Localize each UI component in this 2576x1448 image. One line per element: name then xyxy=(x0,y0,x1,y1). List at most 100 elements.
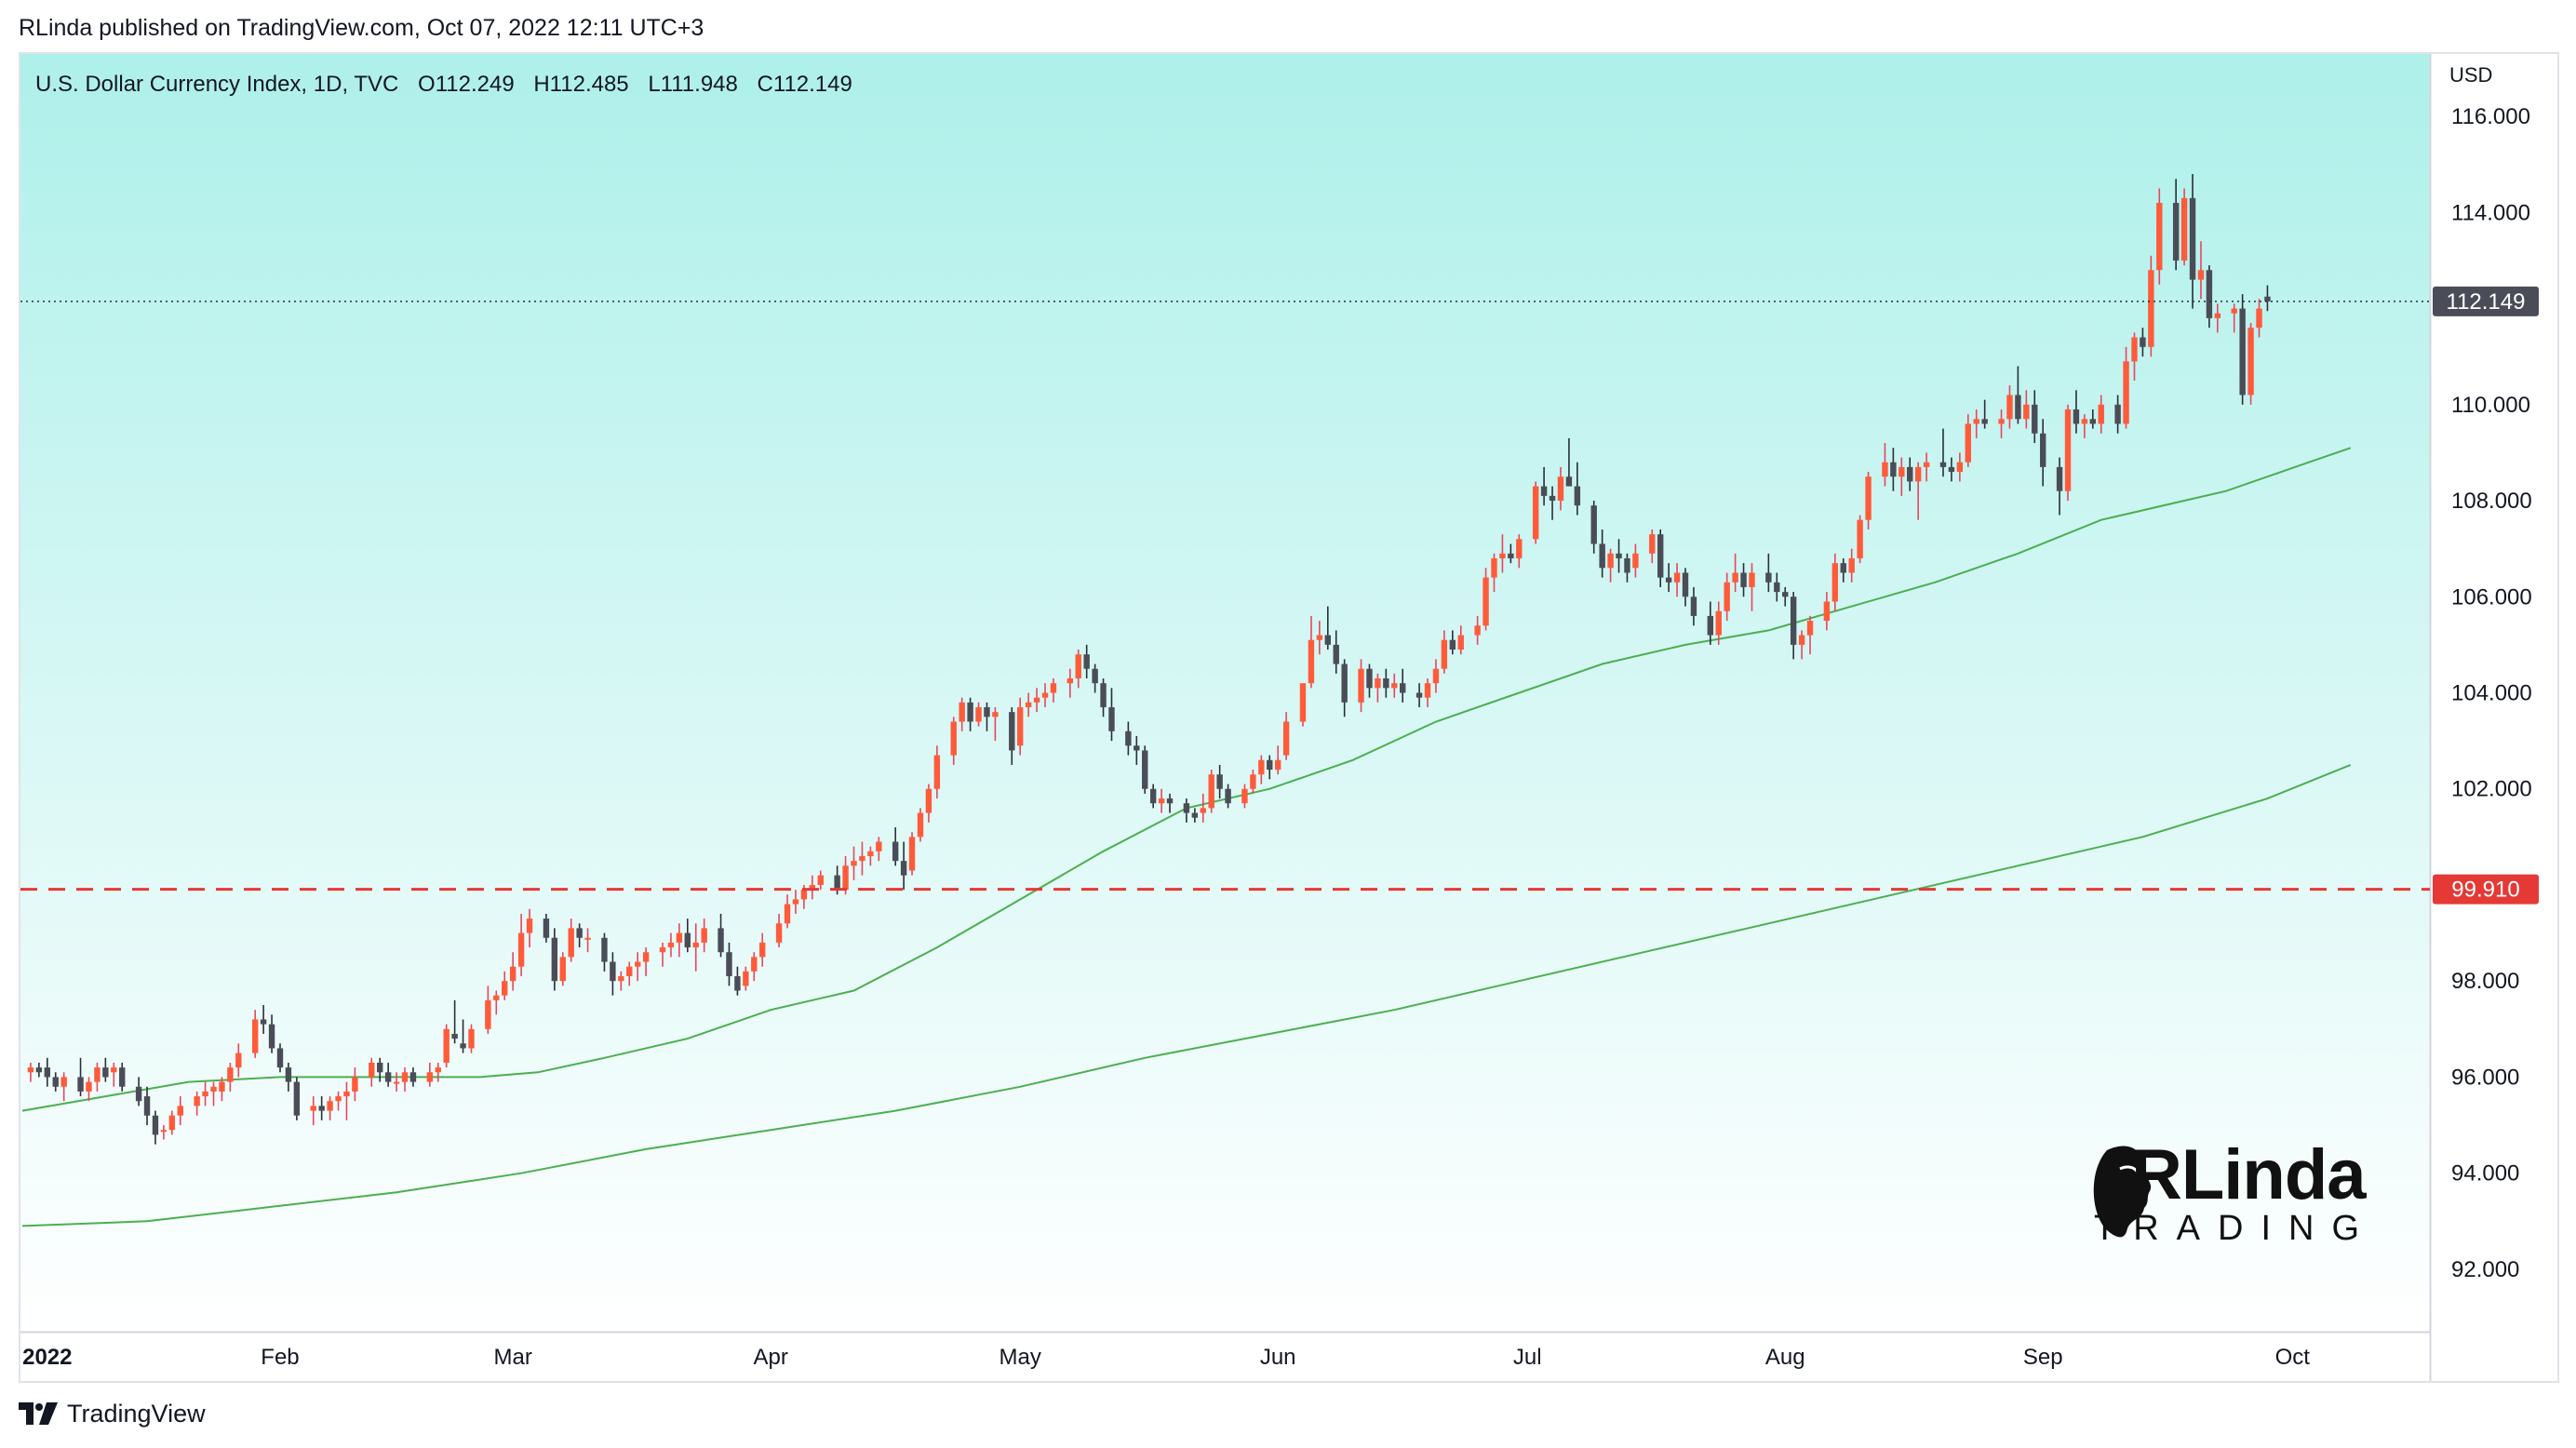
candle xyxy=(1050,678,1057,703)
candle-body xyxy=(1358,668,1364,703)
candle xyxy=(1383,668,1389,698)
candle-body xyxy=(2172,203,2180,261)
candle xyxy=(77,1057,84,1097)
candle xyxy=(1657,530,1664,587)
candle-body xyxy=(1308,639,1315,684)
candle-body xyxy=(1715,610,1722,636)
candle-body xyxy=(77,1077,84,1092)
candle xyxy=(576,923,583,948)
candle xyxy=(1400,668,1406,703)
candle-body xyxy=(834,875,840,891)
ohlc-low: L111.948 xyxy=(648,72,738,97)
candle xyxy=(1732,553,1738,593)
candle xyxy=(1491,553,1497,593)
candle xyxy=(726,942,732,986)
candle xyxy=(551,928,558,991)
time-axis-background xyxy=(20,1333,2431,1381)
candle-body xyxy=(1574,486,1581,506)
candle xyxy=(1100,678,1107,717)
candle-body xyxy=(2264,296,2271,302)
price-tick-label: 106.000 xyxy=(2451,584,2532,610)
candle-body xyxy=(1740,572,1747,587)
chart-panel[interactable]: 116.000114.000112.000110.000108.000106.0… xyxy=(19,52,2559,1383)
candle xyxy=(1616,539,1622,573)
ohlc-close: C112.149 xyxy=(758,72,852,97)
candle-body xyxy=(984,706,990,717)
rlinda-trading-logo: RLinda TRADING xyxy=(2093,1135,2368,1248)
candlestick-chart[interactable]: 116.000114.000112.000110.000108.000106.0… xyxy=(20,54,2557,1381)
candle-body xyxy=(676,932,683,943)
candle-body xyxy=(743,971,749,986)
candle xyxy=(160,1125,168,1140)
candle-body xyxy=(1134,745,1140,751)
candle xyxy=(642,947,650,977)
candle xyxy=(135,1077,142,1106)
candle xyxy=(1956,452,1964,482)
ohlc-high: H112.485 xyxy=(533,72,628,97)
candle-body xyxy=(1050,683,1057,693)
candle xyxy=(2015,366,2021,424)
candle xyxy=(1483,568,1489,631)
candle-body xyxy=(1316,635,1323,640)
candle-body xyxy=(135,1086,142,1102)
candle xyxy=(1341,659,1348,717)
candle-body xyxy=(584,937,591,940)
candle-body xyxy=(2114,404,2121,424)
candle-body xyxy=(1100,683,1107,707)
candle xyxy=(352,1067,358,1102)
price-tick-label: 98.000 xyxy=(2451,969,2519,994)
candle-body xyxy=(892,841,899,862)
candle-body xyxy=(1375,678,1381,689)
candle-body xyxy=(559,957,566,982)
candle-body xyxy=(177,1106,183,1116)
candle xyxy=(933,745,941,799)
candle xyxy=(1607,548,1614,583)
candle-body xyxy=(1790,597,1797,645)
price-tick-label: 116.000 xyxy=(2451,104,2530,129)
candle-body xyxy=(1415,692,1423,698)
candle xyxy=(268,1014,275,1053)
candle-body xyxy=(1333,644,1339,664)
candle xyxy=(900,841,907,891)
candle xyxy=(925,784,932,823)
candle xyxy=(2123,346,2129,429)
candle-body xyxy=(493,995,500,1000)
time-tick-label: Oct xyxy=(2275,1345,2311,1370)
candle xyxy=(1707,601,1714,645)
candle-body xyxy=(543,918,550,938)
candle-body xyxy=(1067,678,1074,684)
candle xyxy=(817,870,824,891)
candle xyxy=(1532,481,1539,544)
candle xyxy=(293,1077,301,1120)
candle xyxy=(1415,683,1423,707)
candle-body xyxy=(867,851,874,856)
candle-body xyxy=(1158,798,1165,804)
candle xyxy=(369,1057,375,1087)
candle xyxy=(1083,644,1090,679)
time-tick-label: Aug xyxy=(1765,1345,1805,1370)
price-tick-label: 104.000 xyxy=(2451,681,2532,706)
tradingview-footer[interactable]: TradingView xyxy=(19,1398,206,1429)
candle-body xyxy=(168,1115,176,1131)
candle xyxy=(2214,303,2221,333)
candle xyxy=(1857,515,1863,564)
candle xyxy=(493,990,500,1015)
candle-body xyxy=(551,937,558,982)
candle-body xyxy=(27,1067,34,1073)
candle xyxy=(1474,615,1481,645)
candle xyxy=(718,913,724,958)
candle xyxy=(2247,323,2254,405)
candle xyxy=(610,952,616,996)
candle xyxy=(1142,745,1148,794)
candle-body xyxy=(967,702,973,722)
candle xyxy=(235,1043,242,1078)
candle-body xyxy=(393,1081,400,1084)
candle xyxy=(1724,572,1730,622)
candles xyxy=(27,174,2271,1145)
candle-body xyxy=(343,1091,350,1097)
time-tick-label: Apr xyxy=(753,1345,787,1370)
candle-body xyxy=(384,1072,392,1082)
candle xyxy=(251,1010,259,1058)
candle-body xyxy=(1973,419,1979,424)
price-tick-label: 94.000 xyxy=(2451,1161,2519,1187)
